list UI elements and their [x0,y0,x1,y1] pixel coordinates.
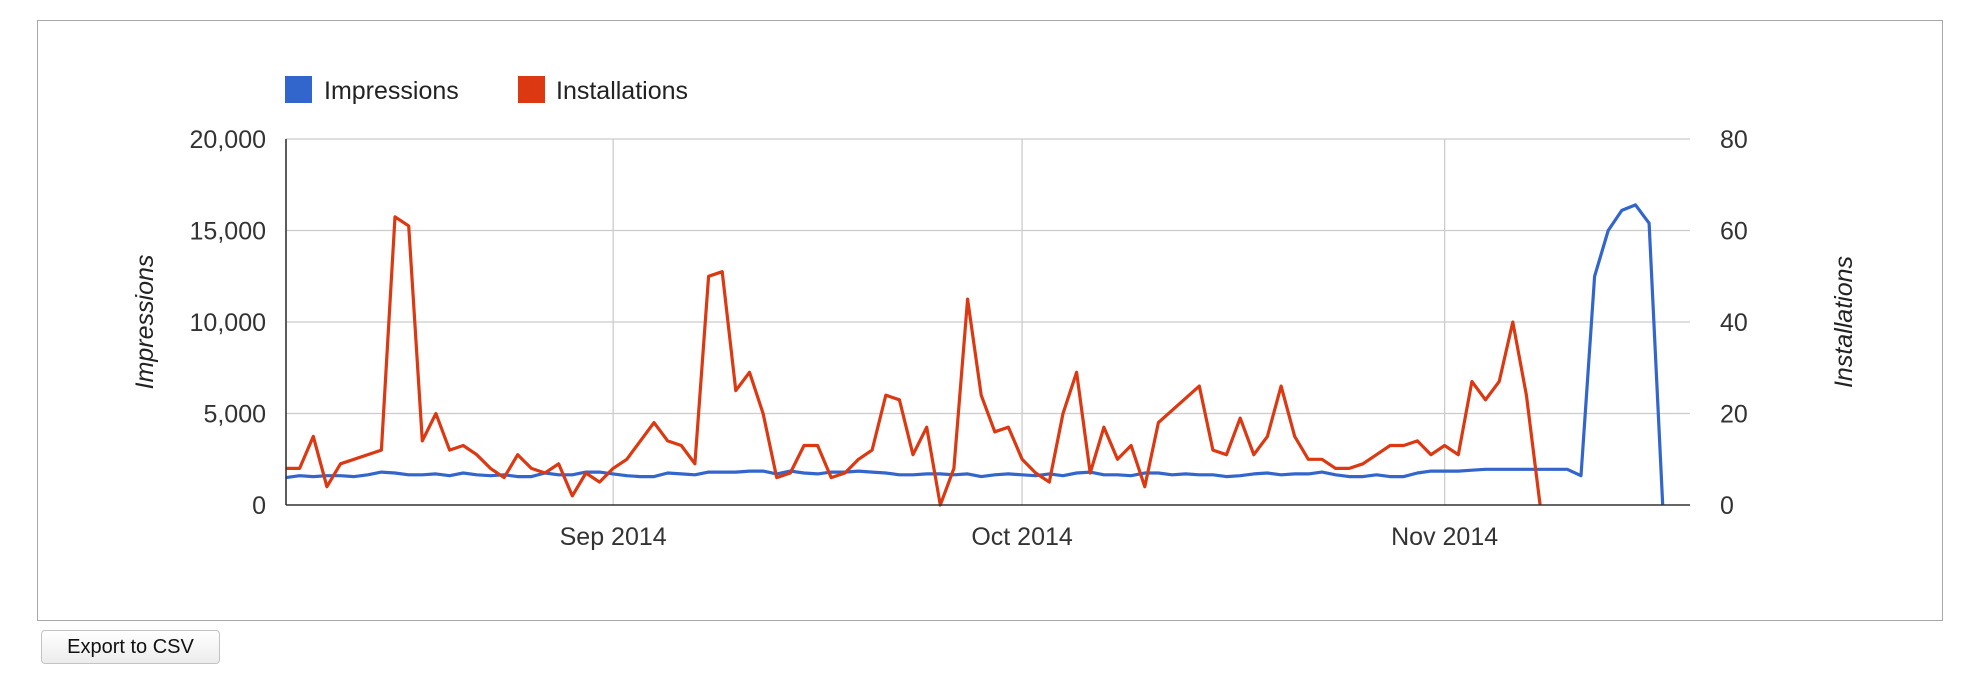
series-line-impressions [285,203,1665,506]
left-tick-label: 15,000 [190,218,266,246]
legend-label-installations: Installations [556,77,688,105]
x-tick-label: Oct 2014 [971,523,1073,551]
chart-frame: Impressions Installations 0 5,000 10,000 15… [37,20,1943,621]
left-tick-label: 10,000 [190,309,266,337]
left-tick-label: 0 [252,492,266,520]
right-axis-ticks: 0 20 40 60 80 [1720,126,1748,520]
series-line-installations [286,215,1542,507]
export-csv-button[interactable]: Export to CSV [41,630,220,664]
right-tick-label: 80 [1720,126,1748,154]
right-tick-label: 20 [1720,401,1748,429]
gridlines-horizontal [286,138,1690,415]
series-layer [285,203,1665,507]
x-tick-label: Nov 2014 [1391,523,1498,551]
right-tick-label: 60 [1720,218,1748,246]
right-tick-label: 0 [1720,492,1734,520]
right-tick-label: 40 [1720,309,1748,337]
right-axis-title: Installations [1830,256,1858,388]
legend-label-impressions: Impressions [324,77,459,105]
left-tick-label: 20,000 [190,126,266,154]
legend-swatch-installations [518,76,545,103]
left-axis-ticks: 0 5,000 10,000 15,000 20,000 [190,126,266,520]
left-tick-label: 5,000 [203,401,266,429]
x-axis-ticks: Sep 2014 Oct 2014 Nov 2014 [560,523,1499,551]
legend: Impressions Installations [285,76,688,105]
legend-swatch-impressions [285,76,312,103]
left-axis-title: Impressions [131,255,159,390]
x-tick-label: Sep 2014 [560,523,667,551]
chart-canvas: Impressions Installations 0 5,000 10,000 15… [131,76,1858,551]
